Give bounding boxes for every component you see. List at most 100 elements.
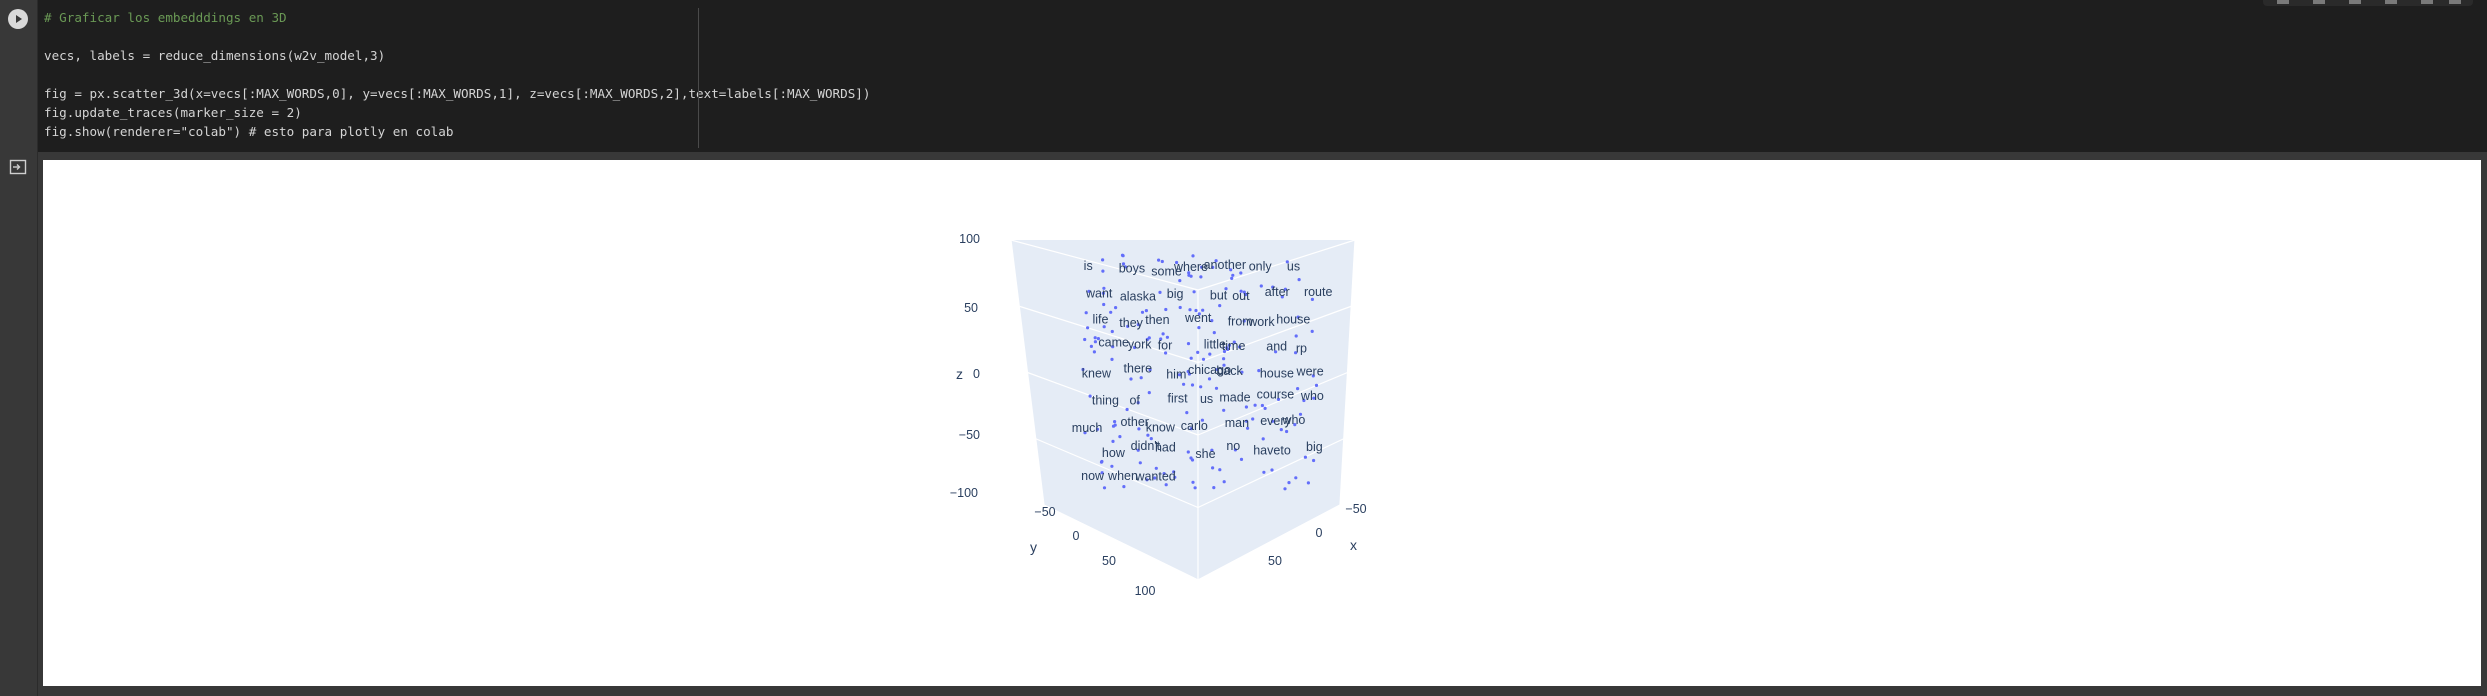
move-down-icon[interactable]: [2313, 0, 2325, 4]
data-point: [1153, 476, 1157, 480]
word-label: didn't: [1131, 439, 1161, 453]
x-tick-label: 0: [1316, 526, 1323, 540]
word-label: life: [1093, 313, 1109, 327]
data-point: [1296, 387, 1300, 391]
data-point: [1101, 258, 1105, 262]
data-point: [1199, 275, 1203, 279]
code-line: # Graficar los embedddings en 3D: [44, 10, 287, 25]
data-point: [1238, 345, 1242, 349]
data-point: [1240, 370, 1244, 374]
plot-scene-background: [1011, 240, 1355, 580]
word-label: made: [1219, 391, 1250, 405]
data-point: [1140, 310, 1145, 314]
data-point: [1215, 367, 1220, 372]
data-point: [1210, 319, 1214, 323]
settings-icon[interactable]: [2385, 0, 2397, 4]
word-label: after: [1265, 285, 1290, 299]
run-cell-button[interactable]: [8, 9, 28, 29]
data-point: [1259, 284, 1263, 288]
link-icon[interactable]: [2349, 0, 2361, 4]
word-label: only: [1249, 260, 1273, 274]
word-label: came: [1098, 336, 1129, 350]
word-label: man: [1225, 416, 1249, 430]
data-point: [1246, 426, 1250, 430]
word-label: had: [1155, 441, 1176, 455]
data-point: [1270, 468, 1274, 472]
delete-icon[interactable]: [2421, 0, 2433, 4]
data-point: [1285, 260, 1289, 264]
move-up-icon[interactable]: [2277, 0, 2289, 4]
more-icon[interactable]: [2449, 0, 2461, 4]
word-label: now: [1081, 469, 1105, 483]
cell-output: 100 50 0 −50 −100 −50 0 50 100 −50 0 50 z y x is boys so…: [43, 160, 2481, 686]
data-point: [1187, 273, 1191, 277]
cell-toolbar[interactable]: [2263, 0, 2473, 6]
word-label: house: [1260, 367, 1294, 381]
data-point: [1178, 305, 1182, 310]
data-point: [1164, 483, 1168, 487]
data-point: [1148, 368, 1152, 372]
word-label: much: [1072, 421, 1103, 435]
data-point: [1302, 398, 1306, 403]
word-label: wanted: [1134, 470, 1175, 484]
z-tick-label: −100: [950, 486, 978, 500]
data-point: [1164, 351, 1168, 355]
data-point: [1231, 273, 1235, 277]
data-point: [1101, 291, 1105, 295]
data-point: [1173, 475, 1177, 479]
data-point: [1191, 254, 1195, 258]
word-label: big: [1167, 287, 1184, 301]
data-point: [1211, 466, 1215, 470]
data-point: [1093, 340, 1097, 344]
cell-gutter: [0, 0, 38, 696]
data-point: [1186, 369, 1190, 374]
data-point: [1136, 401, 1140, 405]
word-label: where: [1173, 260, 1208, 274]
y-tick-label: 0: [1073, 529, 1080, 543]
word-label: haveto: [1253, 444, 1291, 458]
data-point: [1172, 470, 1176, 474]
data-point: [1165, 335, 1169, 339]
data-point: [1192, 290, 1196, 294]
data-point: [1283, 487, 1287, 491]
axis-ticks: 100 50 0 −50 −100 −50 0 50 100 −50 0 50 z y x: [950, 232, 1367, 598]
data-point: [1178, 279, 1182, 283]
play-icon: [16, 15, 22, 23]
data-point: [1147, 391, 1151, 395]
word-label: back: [1216, 364, 1243, 378]
word-label: another: [1204, 258, 1246, 272]
data-point: [1244, 405, 1248, 409]
grid-line: [1197, 504, 1341, 581]
editor-ruler: [698, 8, 699, 148]
data-point: [1136, 448, 1140, 452]
word-label: first: [1168, 392, 1189, 406]
code-cell[interactable]: # Graficar los embedddings en 3D vecs, la…: [38, 0, 2487, 152]
data-point: [1232, 340, 1236, 344]
data-point: [1194, 308, 1198, 313]
x-axis-title: x: [1350, 537, 1357, 553]
word-label: chicago: [1188, 363, 1231, 377]
data-point: [1197, 326, 1201, 330]
data-point: [1222, 480, 1226, 484]
data-point: [1197, 312, 1201, 316]
code-line: [44, 65, 870, 84]
scatter3d-plot[interactable]: 100 50 0 −50 −100 −50 0 50 100 −50 0 50 z y x is boys so…: [43, 160, 2481, 686]
data-point: [1186, 342, 1191, 346]
code-line: vecs, labels = reduce_dimensions(w2v_mod…: [44, 48, 386, 63]
word-label: is: [1084, 259, 1093, 273]
data-point: [1125, 407, 1129, 412]
code-editor[interactable]: # Graficar los embedddings en 3D vecs, la…: [44, 8, 870, 141]
data-point: [1083, 337, 1087, 342]
data-point: [1114, 306, 1118, 310]
data-point: [1200, 265, 1204, 269]
data-point: [1243, 293, 1248, 297]
data-point: [1257, 369, 1261, 373]
z-tick-label: 50: [964, 301, 978, 315]
x-tick-label: 50: [1268, 554, 1282, 568]
data-point: [1261, 437, 1265, 441]
data-point: [1218, 304, 1222, 308]
data-point: [1233, 448, 1237, 452]
word-label: us: [1200, 392, 1213, 406]
output-toggle-icon[interactable]: [9, 158, 27, 176]
